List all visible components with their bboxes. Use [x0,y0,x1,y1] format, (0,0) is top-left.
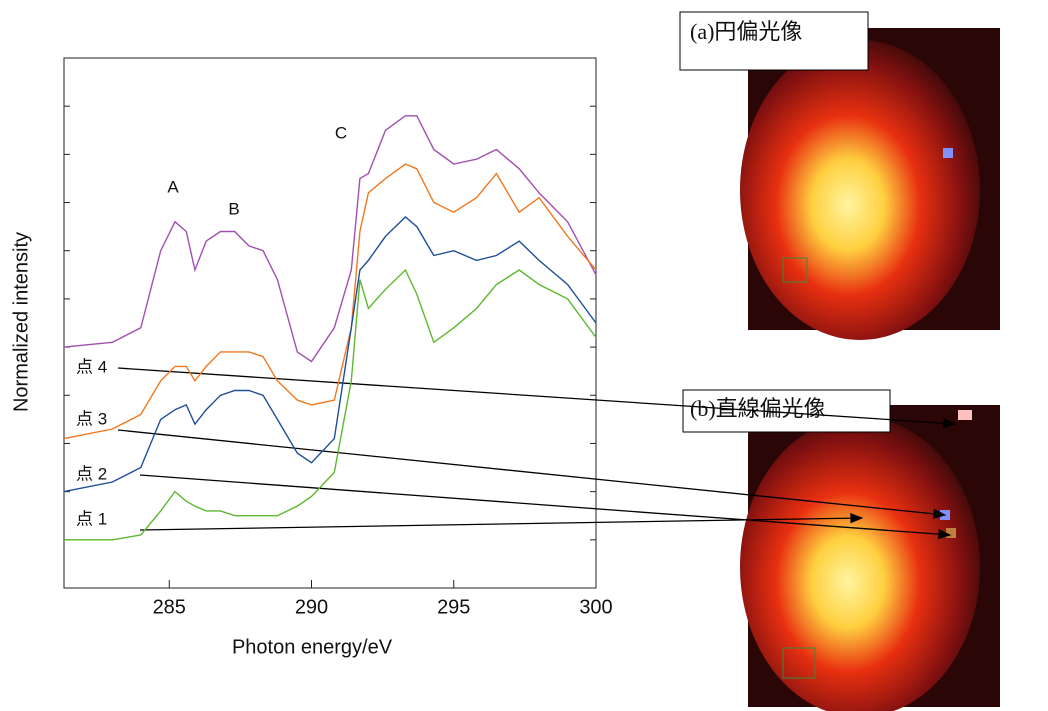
image-label: (b)直線偏光像 [690,396,826,421]
series-line [64,268,597,541]
image-label: (a)円偏光像 [690,19,802,44]
label-box [679,11,869,71]
x-axis-label: Photon energy/eV [232,636,393,658]
peak-label: C [335,123,347,142]
y-axis-label: Normalized intensity [10,232,32,412]
x-tick-label: 300 [579,596,612,618]
series-line [63,216,597,493]
label-box [682,389,891,433]
image-a [740,28,1000,340]
x-tick-label: 285 [153,596,186,618]
x-tick-label: 290 [295,596,328,618]
arrows [117,367,957,540]
point-label: 点 2 [76,464,107,483]
point-label: 点 4 [76,357,107,376]
image-b [740,405,1000,711]
peak-label: B [228,199,239,218]
point-label: 点 3 [76,409,107,428]
x-tick-label: 295 [437,596,470,618]
series-line [63,115,597,363]
point-label: 点 1 [76,509,107,528]
plot-frame [63,57,597,589]
peak-label: A [167,177,179,196]
series-line [63,163,597,440]
